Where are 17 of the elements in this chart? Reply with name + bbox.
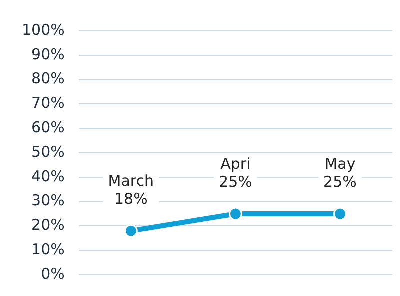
y-tick-label: 90% [32, 45, 65, 64]
data-label: 25% [324, 172, 357, 191]
x-tick-label: May [324, 154, 356, 173]
y-tick-label: 30% [32, 192, 65, 210]
y-tick-label: 80% [32, 70, 65, 88]
y-tick-label: 100% [22, 20, 65, 39]
y-tick-label: 60% [32, 118, 65, 136]
y-tick-label: 50% [32, 142, 65, 161]
y-tick-label: 20% [32, 216, 65, 234]
data-label: 18% [114, 190, 148, 208]
x-tick-label: Apri [220, 154, 251, 173]
x-tick-label: March [108, 172, 154, 190]
y-tick-label: 0% [41, 264, 65, 283]
data-label: 25% [219, 172, 252, 191]
y-tick-label: 10% [32, 240, 65, 258]
y-tick-label: 40% [32, 167, 65, 186]
y-tick-label: 70% [32, 94, 65, 112]
